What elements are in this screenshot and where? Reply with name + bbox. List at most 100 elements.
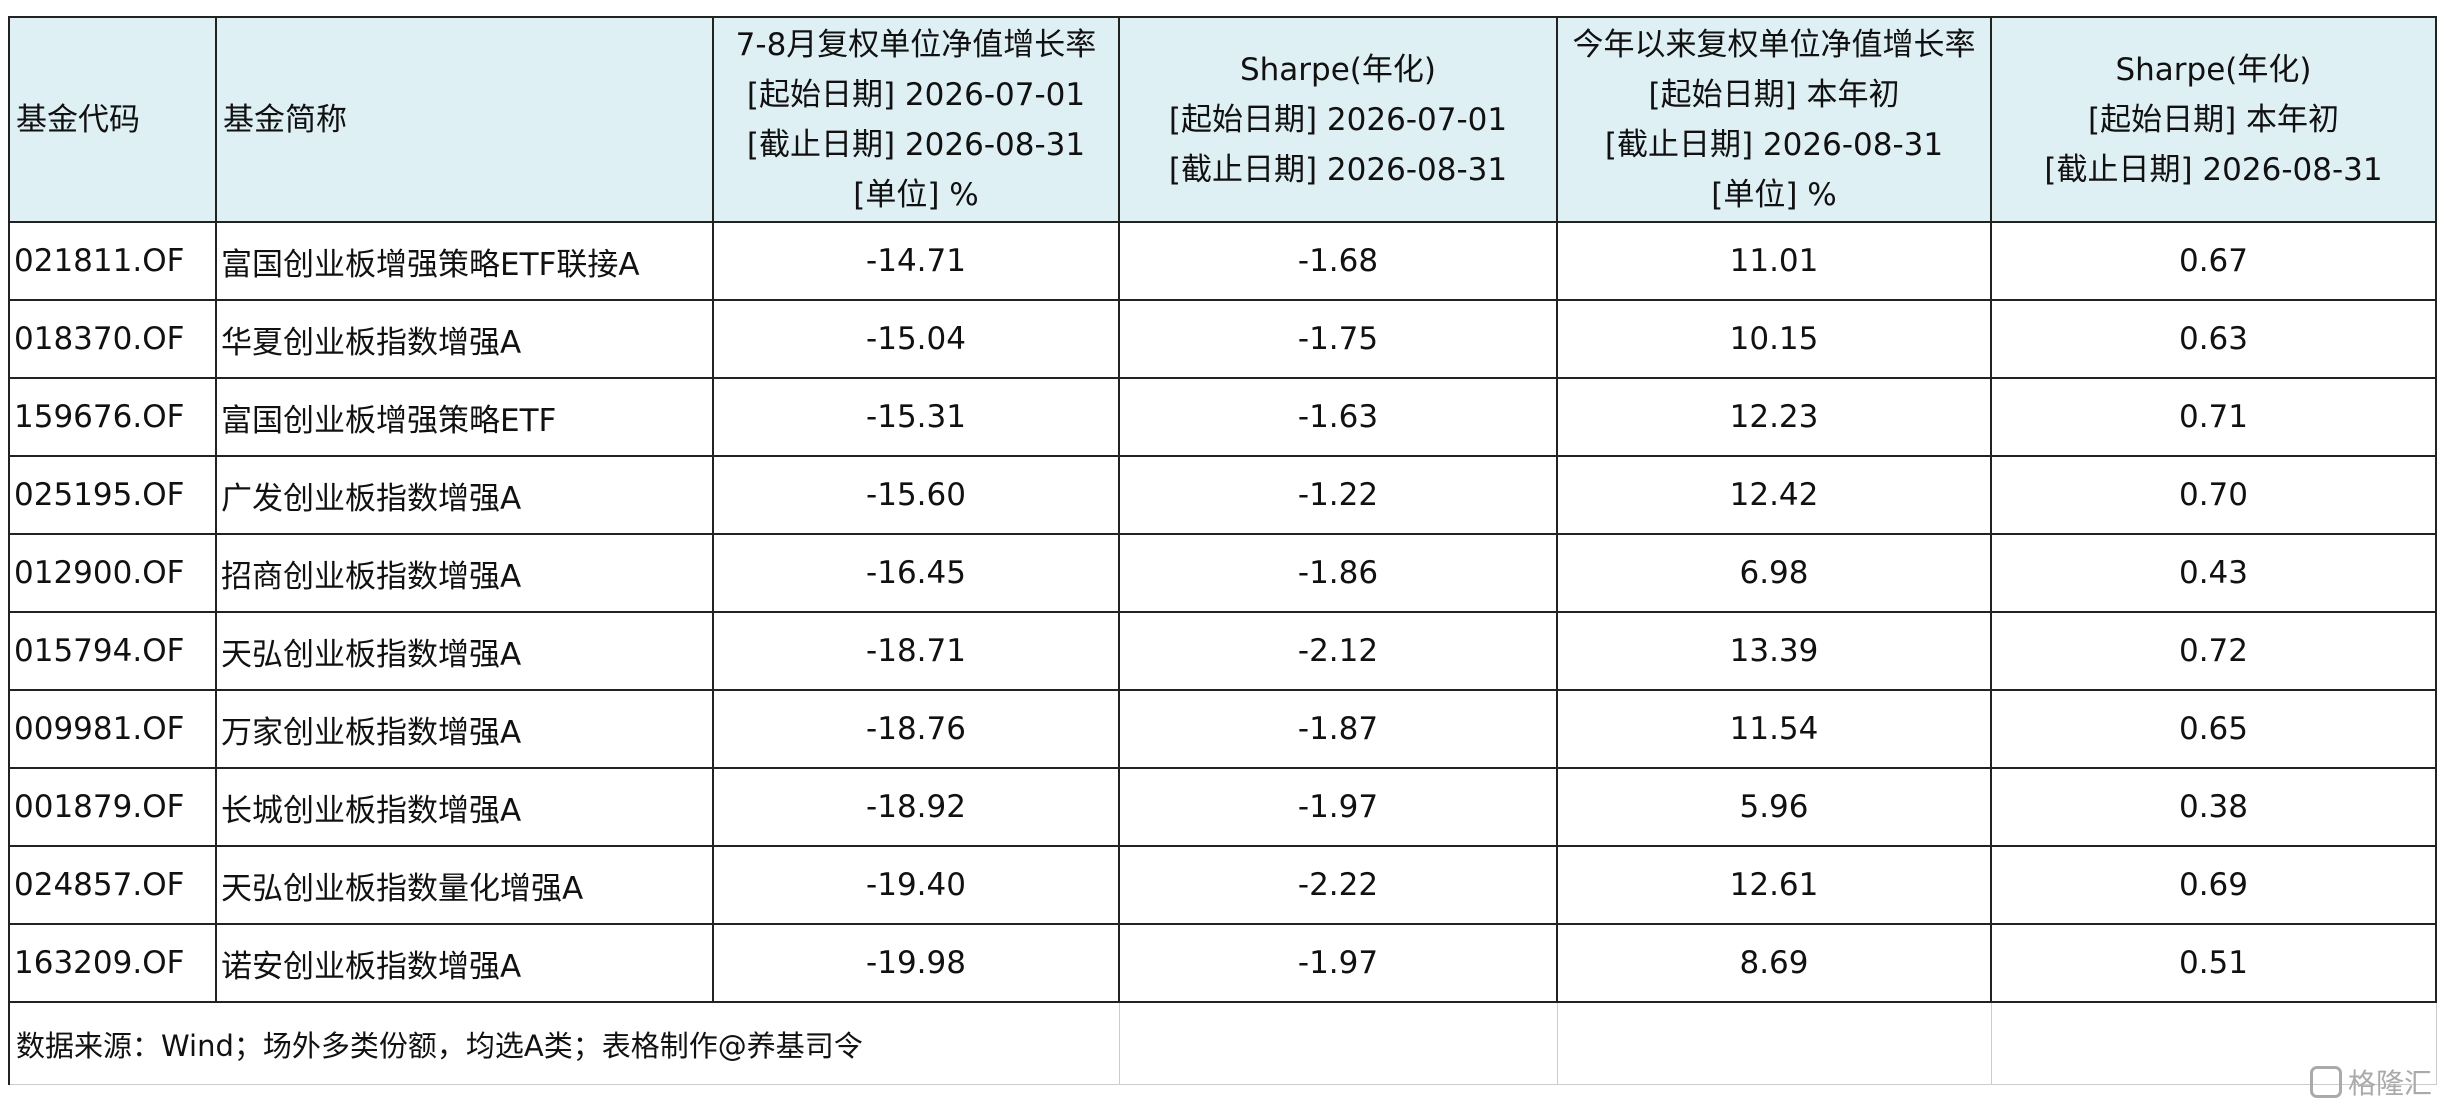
cell: 0.72 <box>1990 611 2437 691</box>
empty-cell <box>1118 1001 1558 1085</box>
data-row: 163209.OF 诺安创业板指数增强A -19.98 -1.97 8.69 0.51 <box>8 923 2437 1003</box>
cell: 招商创业板指数增强A <box>215 533 714 613</box>
header-line: 今年以来复权单位净值增长率 <box>1572 26 1976 63</box>
header-line: 基金简称 <box>223 101 347 138</box>
cell: -1.86 <box>1118 533 1558 613</box>
header-cell: Sharpe(年化) [起始日期] 2026-07-01 [截止日期] 2026-0… <box>1118 16 1558 223</box>
cell: -18.71 <box>712 611 1120 691</box>
cell: -2.22 <box>1118 845 1558 925</box>
data-row: 015794.OF 天弘创业板指数增强A -18.71 -2.12 13.39 0.72 <box>8 611 2437 691</box>
data-row: 024857.OF 天弘创业板指数量化增强A -19.40 -2.22 12.61 0.6… <box>8 845 2437 925</box>
cell: -19.40 <box>712 845 1120 925</box>
header-line: 7-8月复权单位净值增长率 <box>735 26 1097 63</box>
cell: 025195.OF <box>8 455 217 535</box>
cell: 001879.OF <box>8 767 217 847</box>
header-line: [截止日期] 2026-08-31 <box>1168 151 1508 188</box>
cell: -14.71 <box>712 221 1120 301</box>
header-line: [起始日期] 本年初 <box>2087 101 2340 138</box>
header-line: 基金代码 <box>16 101 140 138</box>
cell: 11.01 <box>1556 221 1992 301</box>
cell: -15.04 <box>712 299 1120 379</box>
cell: -1.63 <box>1118 377 1558 457</box>
cell: 11.54 <box>1556 689 1992 769</box>
cell: 广发创业板指数增强A <box>215 455 714 535</box>
cell: 163209.OF <box>8 923 217 1003</box>
cell: 华夏创业板指数增强A <box>215 299 714 379</box>
cell: -2.12 <box>1118 611 1558 691</box>
cell: -18.92 <box>712 767 1120 847</box>
cell: 0.71 <box>1990 377 2437 457</box>
header-cell: 基金代码 <box>8 16 217 223</box>
data-row: 012900.OF 招商创业板指数增强A -16.45 -1.86 6.98 0.43 <box>8 533 2437 613</box>
cell: 009981.OF <box>8 689 217 769</box>
cell: 5.96 <box>1556 767 1992 847</box>
cell: -19.98 <box>712 923 1120 1003</box>
cell: 0.51 <box>1990 923 2437 1003</box>
cell: 0.69 <box>1990 845 2437 925</box>
watermark: 格隆汇 <box>2309 1062 2432 1102</box>
source-note: 数据来源：Wind；场外多类份额，均选A类；表格制作@养基司令 <box>8 1001 1120 1085</box>
data-row: 001879.OF 长城创业板指数增强A -18.92 -1.97 5.96 0.38 <box>8 767 2437 847</box>
header-cell: 今年以来复权单位净值增长率 [起始日期] 本年初 [截止日期] 2026-08-31… <box>1556 16 1992 223</box>
header-line: [截止日期] 2026-08-31 <box>746 126 1086 163</box>
cell: 0.67 <box>1990 221 2437 301</box>
header-row: 基金代码 基金简称 7-8月复权单位净值增长率 [起始日期] 2026-07-01 [截… <box>8 16 2437 223</box>
header-line: Sharpe(年化) <box>1239 51 1436 88</box>
cell: 10.15 <box>1556 299 1992 379</box>
cell: 12.23 <box>1556 377 1992 457</box>
header-cell: Sharpe(年化) [起始日期] 本年初 [截止日期] 2026-08-31 <box>1990 16 2437 223</box>
footer-row: 数据来源：Wind；场外多类份额，均选A类；表格制作@养基司令 <box>8 1001 2437 1085</box>
cell: -15.31 <box>712 377 1120 457</box>
cell: -1.22 <box>1118 455 1558 535</box>
cell: 024857.OF <box>8 845 217 925</box>
cell: 诺安创业板指数增强A <box>215 923 714 1003</box>
cell: 长城创业板指数增强A <box>215 767 714 847</box>
watermark-text: 格隆汇 <box>2347 1067 2432 1100</box>
header-line: [截止日期] 2026-08-31 <box>2044 151 2383 188</box>
header-cell: 基金简称 <box>215 16 714 223</box>
header-line: [起始日期] 2026-07-01 <box>1168 101 1508 138</box>
cell: 12.61 <box>1556 845 1992 925</box>
cell: 富国创业板增强策略ETF <box>215 377 714 457</box>
data-row: 159676.OF 富国创业板增强策略ETF -15.31 -1.63 12.23 0.7… <box>8 377 2437 457</box>
header-cell: 7-8月复权单位净值增长率 [起始日期] 2026-07-01 [截止日期] 202… <box>712 16 1120 223</box>
cell: 12.42 <box>1556 455 1992 535</box>
cell: 159676.OF <box>8 377 217 457</box>
header-line: [单位] % <box>1711 176 1837 213</box>
data-row: 021811.OF 富国创业板增强策略ETF联接A -14.71 -1.68 11.01… <box>8 221 2437 301</box>
fund-table: 基金代码 基金简称 7-8月复权单位净值增长率 [起始日期] 2026-07-01 [截… <box>8 16 2437 1085</box>
cell: 0.43 <box>1990 533 2437 613</box>
cell: 0.38 <box>1990 767 2437 847</box>
empty-cell <box>1990 1001 2437 1085</box>
cell: 富国创业板增强策略ETF联接A <box>215 221 714 301</box>
cell: 8.69 <box>1556 923 1992 1003</box>
cell: 6.98 <box>1556 533 1992 613</box>
cell: 天弘创业板指数量化增强A <box>215 845 714 925</box>
header-line: [起始日期] 2026-07-01 <box>746 76 1086 113</box>
cell: -16.45 <box>712 533 1120 613</box>
data-row: 009981.OF 万家创业板指数增强A -18.76 -1.87 11.54 0.65 <box>8 689 2437 769</box>
cell: 012900.OF <box>8 533 217 613</box>
cell: -15.60 <box>712 455 1120 535</box>
cell: -1.97 <box>1118 923 1558 1003</box>
cell: 天弘创业板指数增强A <box>215 611 714 691</box>
header-line: [单位] % <box>853 176 979 213</box>
cell: -1.75 <box>1118 299 1558 379</box>
cell: 021811.OF <box>8 221 217 301</box>
cell: -1.87 <box>1118 689 1558 769</box>
cell: 0.63 <box>1990 299 2437 379</box>
cell: 015794.OF <box>8 611 217 691</box>
cell: 13.39 <box>1556 611 1992 691</box>
empty-cell <box>1556 1001 1992 1085</box>
cell: 018370.OF <box>8 299 217 379</box>
data-row: 025195.OF 广发创业板指数增强A -15.60 -1.22 12.42 0.70 <box>8 455 2437 535</box>
header-line: Sharpe(年化) <box>2115 51 2312 88</box>
cell: -1.68 <box>1118 221 1558 301</box>
cell: -18.76 <box>712 689 1120 769</box>
header-line: [起始日期] 本年初 <box>1648 76 1900 113</box>
cell: 0.70 <box>1990 455 2437 535</box>
data-row: 018370.OF 华夏创业板指数增强A -15.04 -1.75 10.15 0.63 <box>8 299 2437 379</box>
header-line: [截止日期] 2026-08-31 <box>1604 126 1944 163</box>
watermark-icon <box>2309 1066 2342 1098</box>
